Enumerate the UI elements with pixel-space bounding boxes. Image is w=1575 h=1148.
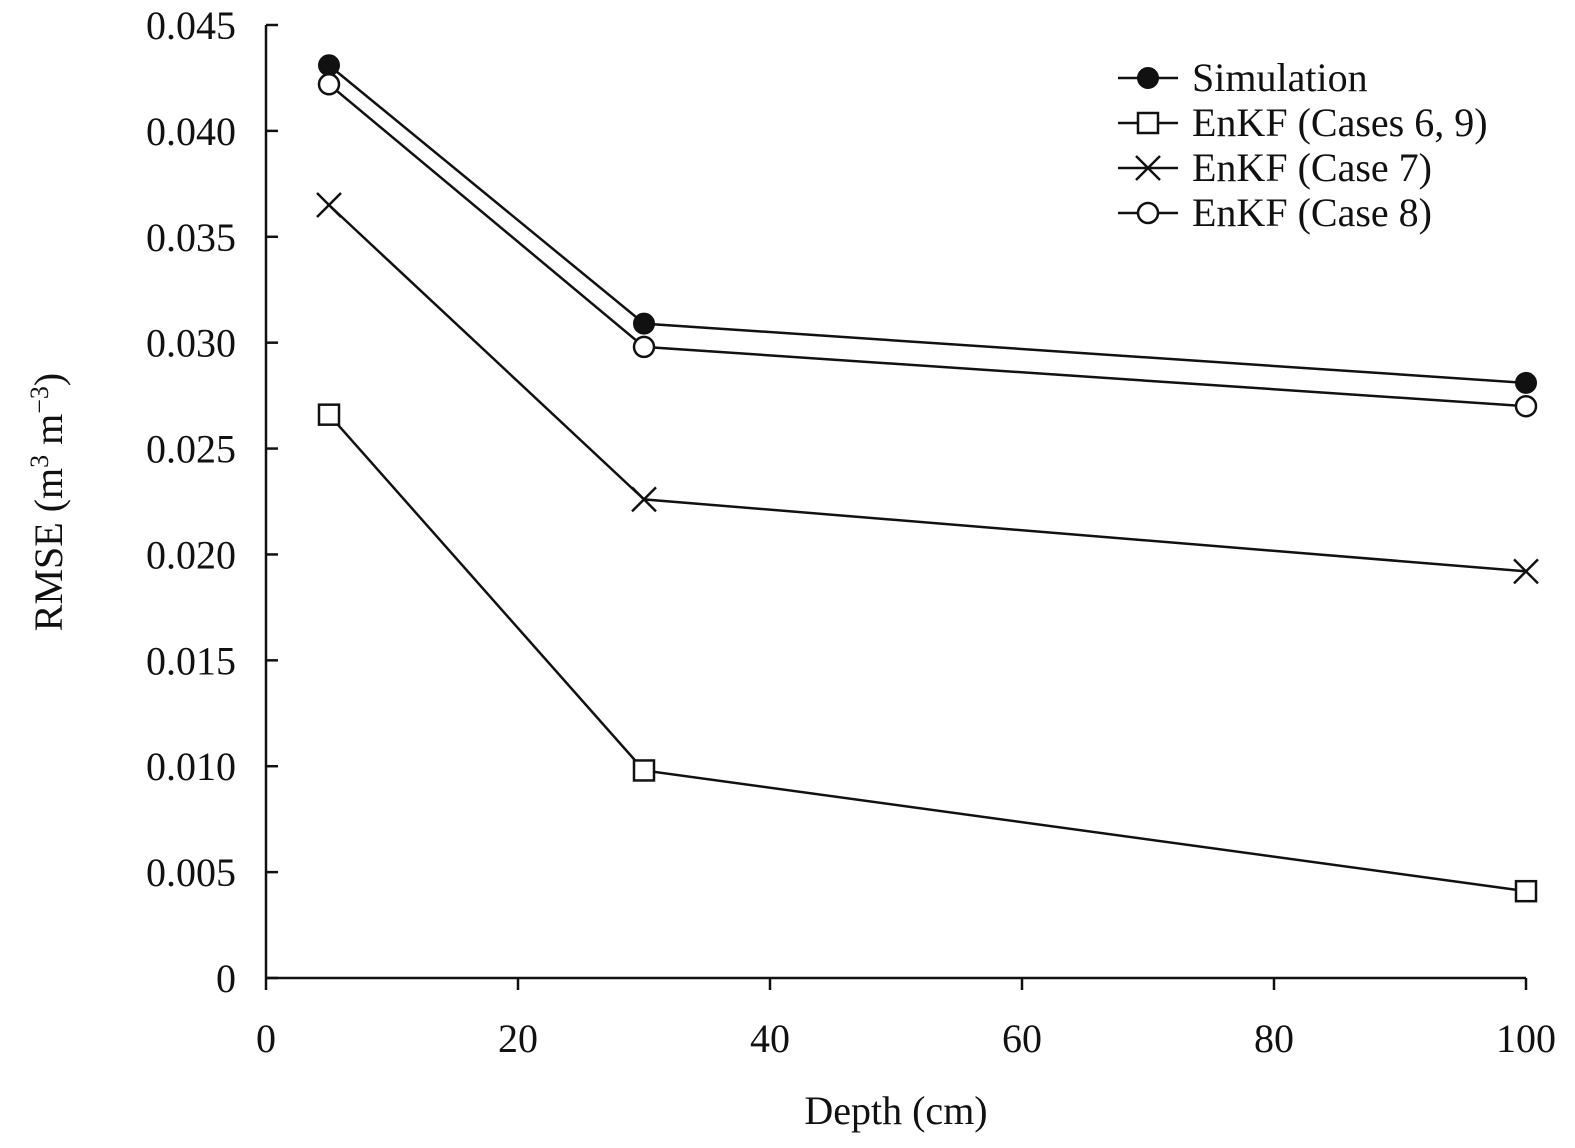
series-simulation <box>318 54 1537 394</box>
legend-item-enkf-case-7: EnKF (Case 7) <box>1118 145 1432 190</box>
y-axis-title-base: RMSE (m <box>26 468 71 631</box>
x-tick-label: 40 <box>750 1016 790 1061</box>
cross-stroke <box>631 486 657 513</box>
legend-item-enkf-cases-6-9: EnKF (Cases 6, 9) <box>1118 100 1488 145</box>
data-point-simulation <box>318 54 340 77</box>
y-axis-title-sup2: −3 <box>25 386 54 414</box>
legend-label: EnKF (Cases 6, 9) <box>1192 100 1488 145</box>
series-line-enkf-cases-6-9 <box>328 413 1527 893</box>
legend-item-enkf-case-8: EnKF (Case 8) <box>1118 190 1432 235</box>
legend-marker-enkf-case-8 <box>1136 201 1160 225</box>
y-tick-label: 0 <box>216 956 236 1001</box>
y-axis-title-sup1: 3 <box>25 455 54 468</box>
y-tick-label: 0.040 <box>146 109 236 154</box>
y-axis-title-end: ) <box>26 373 71 386</box>
y-tick-label: 0.035 <box>146 215 236 260</box>
x-tick-label: 60 <box>1002 1016 1042 1061</box>
x-axis-title: Depth (cm) <box>804 1088 987 1133</box>
data-point-enkf-case-7 <box>631 486 657 513</box>
cross-stroke <box>1513 558 1539 585</box>
data-point-enkf-case-7 <box>1513 558 1539 585</box>
y-axis-title-mid: m <box>26 414 71 455</box>
y-tick-label: 0.015 <box>146 638 236 683</box>
y-tick-label: 0.005 <box>146 850 236 895</box>
x-tick-label: 0 <box>256 1016 276 1061</box>
series-enkf-cases-6-9 <box>317 403 1538 903</box>
axes <box>264 25 1526 980</box>
data-point-enkf-cases-6-9 <box>632 759 656 782</box>
legend-label: Simulation <box>1192 55 1368 100</box>
series-enkf-case-8 <box>317 73 1538 418</box>
data-point-enkf-cases-6-9 <box>1514 879 1538 903</box>
legend-marker-simulation <box>1137 67 1159 89</box>
legend-item-simulation: Simulation <box>1118 55 1368 100</box>
series-line-enkf-case-7 <box>328 204 1527 573</box>
y-tick-label: 0.010 <box>146 744 236 789</box>
y-tick-label: 0.025 <box>146 427 236 472</box>
y-tick-label: 0.030 <box>146 321 236 366</box>
x-tick-label: 20 <box>498 1016 538 1061</box>
data-point-simulation <box>633 312 655 335</box>
data-point-simulation <box>1515 371 1537 394</box>
legend-marker-enkf-cases-6-9 <box>1136 111 1160 135</box>
x-tick-label: 80 <box>1254 1016 1294 1061</box>
y-tick-label: 0.045 <box>146 3 236 48</box>
cross-stroke <box>316 192 342 218</box>
data-point-enkf-case-8 <box>317 73 341 96</box>
series-enkf-case-7 <box>316 192 1539 585</box>
series-layer <box>316 54 1539 903</box>
data-point-enkf-case-8 <box>632 335 656 359</box>
x-tick-label: 100 <box>1496 1016 1556 1061</box>
cross-stroke <box>1135 155 1161 181</box>
y-tick-label: 0.020 <box>146 532 236 577</box>
legend-marker-enkf-case-7 <box>1135 155 1161 181</box>
ticks: 0 0.005 0.010 0.015 0.020 0.025 0.030 0.035 0.04… <box>146 3 1556 1061</box>
data-point-enkf-cases-6-9 <box>317 403 341 426</box>
legend-label: EnKF (Case 8) <box>1192 190 1432 235</box>
legend-label: EnKF (Case 7) <box>1192 145 1432 190</box>
data-point-enkf-case-8 <box>1514 394 1538 418</box>
y-axis-title: RMSE (m3 m−3) <box>25 373 72 631</box>
data-point-enkf-case-7 <box>316 192 342 218</box>
